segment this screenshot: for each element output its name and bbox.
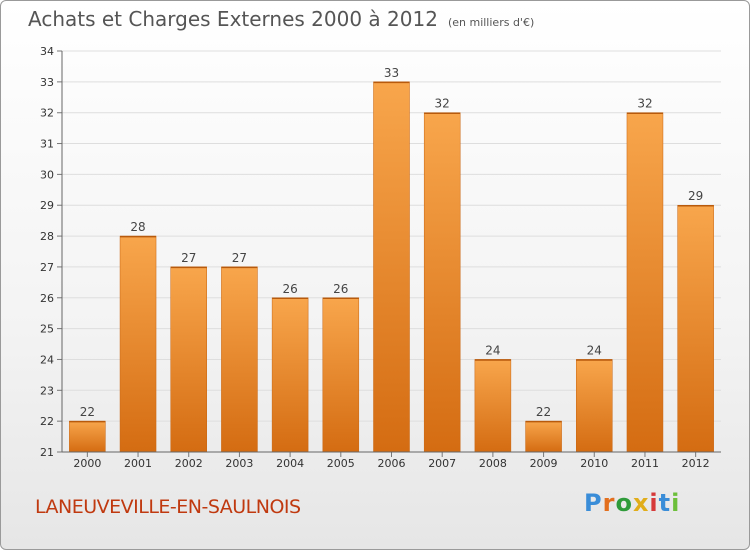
- y-tick-label: 31: [40, 138, 54, 151]
- data-label: 24: [485, 343, 500, 357]
- x-tick-label: 2002: [175, 457, 203, 470]
- x-tick-label: 2007: [428, 457, 456, 470]
- y-tick-label: 28: [40, 230, 54, 243]
- y-tick-label: 24: [40, 353, 54, 366]
- bar: [423, 112, 461, 453]
- data-label: 29: [688, 189, 703, 203]
- y-tick-label: 23: [40, 384, 54, 397]
- bar: [170, 266, 207, 453]
- y-tick-label: 34: [40, 45, 54, 58]
- y-tick-label: 22: [40, 415, 54, 428]
- y-tick-label: 30: [40, 168, 54, 181]
- x-tick-label: 2008: [479, 457, 507, 470]
- y-tick-label: 33: [40, 76, 54, 89]
- bar: [474, 359, 512, 453]
- x-tick-label: 2004: [276, 457, 304, 470]
- data-label: 26: [282, 282, 297, 296]
- bar: [119, 235, 157, 453]
- proxiti-logo: Proxiti: [584, 489, 681, 517]
- x-tick-label: 2011: [631, 457, 659, 470]
- bar: [271, 297, 309, 453]
- x-tick-label: 2005: [327, 457, 355, 470]
- bar: [576, 359, 613, 453]
- y-tick-label: 25: [40, 323, 54, 336]
- bar: [626, 112, 664, 453]
- x-tick-label: 2001: [124, 457, 152, 470]
- bar-chart: 21 22 23 24 25 26 27 28 29 30 31 32 33 34 22 2000 28 2001…: [40, 45, 721, 470]
- bar: [322, 297, 360, 453]
- bar: [69, 420, 106, 453]
- x-tick-label: 2003: [225, 457, 253, 470]
- x-tick-label: 2000: [73, 457, 101, 470]
- data-label: 27: [181, 251, 196, 265]
- data-label: 32: [435, 97, 450, 111]
- bar: [677, 204, 714, 453]
- bar: [525, 420, 562, 453]
- y-tick-label: 27: [40, 261, 54, 274]
- bar: [221, 266, 258, 453]
- y-tick-label: 29: [40, 199, 54, 212]
- y-tick-label: 32: [40, 107, 54, 120]
- x-tick-label: 2006: [378, 457, 406, 470]
- bar: [373, 81, 410, 453]
- x-tick-label: 2009: [530, 457, 558, 470]
- data-label: 32: [637, 97, 652, 111]
- place-name: LANEUVEVILLE-EN-SAULNOIS: [35, 496, 301, 518]
- data-label: 28: [130, 220, 145, 234]
- data-label: 27: [232, 251, 247, 265]
- data-label: 22: [80, 405, 95, 419]
- y-tick-label: 21: [40, 446, 54, 459]
- data-label: 33: [384, 66, 399, 80]
- data-label: 26: [333, 282, 348, 296]
- x-tick-label: 2010: [580, 457, 608, 470]
- data-label: 22: [536, 405, 551, 419]
- y-tick-label: 26: [40, 292, 54, 305]
- data-label: 24: [587, 343, 602, 357]
- chart-title: Achats et Charges Externes 2000 à 2012 (e…: [28, 7, 534, 31]
- chart-subtitle: (en milliers d'€): [447, 16, 535, 29]
- chart-title-text: Achats et Charges Externes 2000 à 2012: [28, 7, 438, 31]
- x-tick-label: 2012: [682, 457, 710, 470]
